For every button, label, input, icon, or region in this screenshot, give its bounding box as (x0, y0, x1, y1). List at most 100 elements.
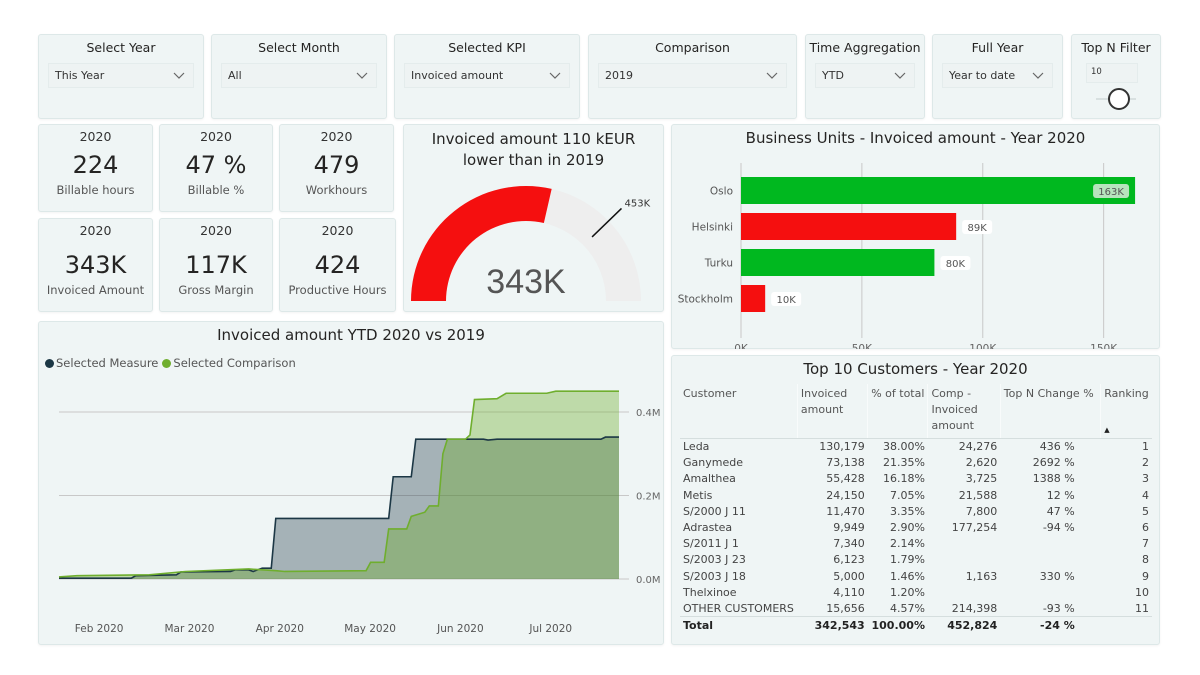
table-cell: 73,138 (826, 456, 865, 470)
table-row[interactable]: Leda 130,179 38.00% 24,276 436 % 1 (680, 439, 1152, 455)
kpi-card-billable-hours: 2020 224 Billable hours (38, 124, 153, 212)
slicer-dropdown[interactable]: YTD (815, 63, 915, 88)
table-row[interactable]: Metis 24,150 7.05% 21,588 12 % 4 (680, 487, 1152, 503)
bar-helsinki[interactable] (741, 213, 957, 240)
column-header-label: % of total (871, 387, 925, 400)
column-header-label: Comp - Invoiced amount (931, 387, 978, 432)
slicer-selected-value: Year to date (949, 69, 1016, 82)
slicer-title: Time Aggregation (809, 40, 921, 55)
table-row[interactable]: S/2000 J 11 11,470 3.35% 7,800 47 % 5 (680, 503, 1152, 519)
kpi-year: 2020 (320, 129, 353, 144)
sort-ascending-icon: ▲ (1104, 426, 1110, 434)
kpi-label: Productive Hours (288, 283, 387, 297)
column-header[interactable]: % of total (867, 384, 928, 439)
ytd-area-chart: 0.0M 0.2M 0.4M Feb 2020 Mar 2020 Apr 2020 May … (58, 390, 661, 635)
legend-item-selected-comparison[interactable]: Selected Comparison (162, 356, 296, 370)
table-total-row: Total 342,543 100.00% 452,824 -24 % (680, 616, 1152, 633)
column-header-label: Customer (683, 387, 737, 400)
table-cell: 4.57% (890, 601, 925, 615)
y-category-label: Turku (704, 258, 733, 270)
chevron-down-icon (549, 72, 561, 79)
table-cell: Ganymede (683, 456, 743, 470)
table-row[interactable]: S/2011 J 1 7,340 2.14% 7 (680, 536, 1152, 552)
slicer-select-month: Select Month All (211, 34, 387, 119)
y-category-label: Helsinki (692, 222, 733, 234)
table-header-row: Customer Invoiced amount % of total Comp - … (680, 384, 1152, 439)
chevron-down-icon (894, 72, 906, 79)
topn-slider-thumb[interactable] (1108, 88, 1130, 110)
slicer-comparison: Comparison 2019 (588, 34, 797, 119)
table-cell: 7.05% (890, 488, 925, 502)
table-cell: 38.00% (883, 440, 925, 454)
table-cell: 12 % (1046, 488, 1075, 502)
slicer-selected-value: All (228, 69, 242, 82)
column-header-label: Invoiced amount (800, 387, 848, 416)
kpi-value: 479 (313, 151, 360, 179)
table-cell: 1.79% (890, 553, 925, 567)
slicer-dropdown[interactable]: This Year (48, 63, 194, 88)
slicer-dropdown[interactable]: 2019 (598, 63, 787, 88)
x-tick-label: Apr 2020 (256, 623, 304, 635)
bar-data-label: 80K (946, 259, 966, 270)
table-cell: 7 (1142, 537, 1149, 551)
column-header[interactable]: Customer (680, 384, 798, 439)
bar-stockholm[interactable] (741, 285, 766, 312)
table-cell: 24,276 (958, 440, 998, 454)
slicer-selected-value: This Year (55, 69, 105, 82)
table-cell: 6 (1142, 521, 1149, 535)
slicer-selected-value: YTD (822, 69, 844, 82)
table-row[interactable]: Adrastea 9,949 2.90% 177,254 -94 % 6 (680, 519, 1152, 535)
gauge-card: Invoiced amount 110 kEUR lower than in 2… (403, 124, 664, 312)
line-selected-comparison[interactable] (58, 390, 619, 578)
total-cell: 452,824 (927, 616, 1001, 633)
topn-value-input[interactable]: 10 (1086, 63, 1138, 83)
table-row[interactable]: Ganymede 73,138 21.35% 2,620 2692 % 2 (680, 455, 1152, 471)
table-cell: S/2000 J 11 (683, 504, 746, 518)
table-cell: 10 (1135, 585, 1149, 599)
kpi-card-productive-hours: 2020 424 Productive Hours (279, 218, 396, 312)
table-cell: 5,000 (833, 569, 865, 583)
chevron-down-icon (356, 72, 368, 79)
column-header[interactable]: Ranking ▲ (1100, 384, 1152, 439)
kpi-year: 2020 (79, 129, 112, 144)
slicer-dropdown[interactable]: Year to date (942, 63, 1053, 88)
table-row[interactable]: S/2003 J 23 6,123 1.79% 8 (680, 552, 1152, 568)
table-cell: 177,254 (951, 521, 998, 535)
column-header[interactable]: Comp - Invoiced amount (927, 384, 1001, 439)
table-row[interactable]: Amalthea 55,428 16.18% 3,725 1388 % 3 (680, 471, 1152, 487)
table-row[interactable]: OTHER CUSTOMERS 15,656 4.57% 214,398 -93 % 11 (680, 600, 1152, 616)
area-selected-comparison (59, 391, 619, 579)
table-cell: 1 (1142, 440, 1149, 454)
column-header[interactable]: Invoiced amount (796, 384, 868, 439)
table-cell (928, 536, 1000, 552)
column-header-label: Ranking (1104, 387, 1149, 400)
table-cell: S/2011 J 1 (683, 537, 739, 551)
slicer-title: Select Year (86, 40, 156, 55)
x-tick-label: Mar 2020 (165, 623, 215, 635)
table-cell: 330 % (1039, 569, 1075, 583)
slicer-title: Comparison (655, 40, 730, 55)
slicer-selected-value: 2019 (605, 69, 633, 82)
table-cell (1000, 584, 1100, 600)
table-cell: 21.35% (883, 456, 925, 470)
x-tick-label: 100K (969, 343, 997, 349)
legend-item-selected-measure[interactable]: Selected Measure (45, 356, 158, 370)
slicer-dropdown[interactable]: Invoiced amount (404, 63, 570, 88)
table-cell: 8 (1142, 553, 1149, 567)
column-header[interactable]: Top N Change % (999, 384, 1101, 439)
table-cell: Metis (683, 488, 713, 502)
kpi-value: 424 (314, 251, 361, 279)
table-cell: 4 (1142, 488, 1149, 502)
bar-oslo[interactable] (741, 177, 1136, 204)
bar-turku[interactable] (741, 249, 935, 276)
table-row[interactable]: S/2003 J 18 5,000 1.46% 1,163 330 % 9 (680, 568, 1152, 584)
table-cell: 2 (1142, 456, 1149, 470)
table-cell: 15,656 (826, 601, 865, 615)
legend-dot-icon (45, 359, 54, 368)
table-row[interactable]: Thelxinoe 4,110 1.20% 10 (680, 584, 1152, 600)
legend-dot-icon (162, 359, 172, 368)
line-selected-measure[interactable] (59, 436, 619, 579)
slicer-dropdown[interactable]: All (221, 63, 377, 88)
slicer-selected-kpi: Selected KPI Invoiced amount (394, 34, 580, 119)
table-cell: Amalthea (683, 472, 736, 486)
